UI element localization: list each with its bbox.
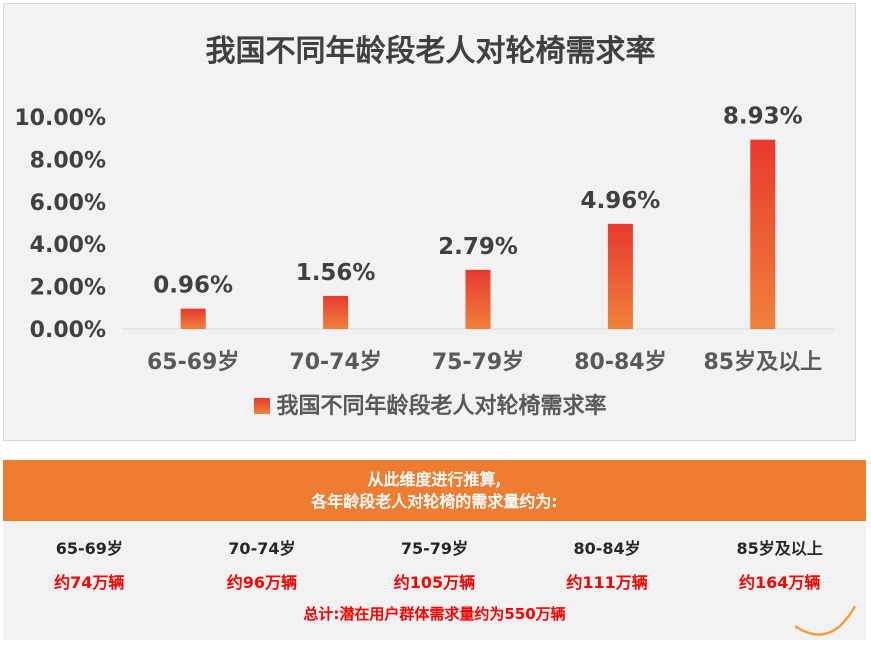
estimate-count: 约111万辆 [566, 573, 648, 592]
chart-title: 我国不同年龄段老人对轮椅需求率 [205, 34, 656, 69]
estimate-age: 80-84岁 [573, 539, 641, 558]
data-label: 1.56% [296, 260, 376, 286]
y-tick-label: 4.00% [30, 233, 106, 258]
estimate-age: 70-74岁 [228, 539, 296, 558]
estimate-total: 总计:潜在用户群体需求量约为550万辆 [303, 605, 566, 623]
estimate-header-line2: 各年龄段老人对轮椅的需求量约为: [311, 491, 558, 511]
y-tick-label: 6.00% [30, 191, 106, 216]
bar-chart: 0.00% 2.00% 4.00% 6.00% 8.00% 10.00% 0.96% 65-6… [14, 104, 834, 375]
estimate-count: 约74万辆 [54, 573, 125, 592]
y-tick-label: 2.00% [30, 276, 106, 301]
estimate-count: 约164万辆 [738, 573, 821, 592]
estimate-age: 65-69岁 [55, 539, 123, 558]
estimate-header-line1: 从此维度进行推算, [367, 469, 502, 489]
estimate-age-row: 65-69岁 70-74岁 75-79岁 80-84岁 85岁及以上 [3, 535, 866, 565]
chart-legend: 我国不同年龄段老人对轮椅需求率 [4, 388, 857, 420]
chart-panel: 我国不同年龄段老人对轮椅需求率 0.00% 2.00% 4.00% 6.00% 8.00… [3, 3, 856, 441]
bar [750, 139, 776, 329]
estimate-count: 约96万辆 [226, 573, 298, 592]
estimate-header: 从此维度进行推算, 各年龄段老人对轮椅的需求量约为: [3, 460, 866, 521]
bar [465, 269, 491, 329]
y-tick-label: 8.00% [30, 148, 106, 173]
bar [607, 223, 633, 329]
x-tick-label: 65-69岁 [147, 349, 239, 375]
data-label: 0.96% [153, 273, 233, 299]
x-tick-label: 85岁及以上 [703, 349, 822, 375]
decorative-swoosh-icon [794, 605, 857, 636]
y-tick-label: 10.00% [14, 106, 106, 131]
bar [323, 295, 349, 329]
legend-label: 我国不同年龄段老人对轮椅需求率 [276, 394, 607, 419]
x-tick-label: 80-84岁 [574, 349, 666, 375]
x-tick-label: 75-79岁 [432, 349, 524, 375]
estimate-age: 75-79岁 [400, 539, 469, 558]
bar [180, 308, 206, 329]
y-tick-label: 0.00% [30, 318, 106, 343]
data-label: 8.93% [723, 104, 803, 130]
estimate-count: 约105万辆 [393, 573, 476, 592]
legend-swatch [254, 398, 271, 414]
estimate-age: 85岁及以上 [736, 539, 823, 558]
x-tick-label: 70-74岁 [289, 349, 381, 375]
data-label: 4.96% [581, 188, 661, 214]
data-label: 2.79% [438, 234, 518, 260]
estimate-panel: 从此维度进行推算, 各年龄段老人对轮椅的需求量约为: 65-69岁 70-74岁… [3, 460, 866, 640]
estimate-count-row: 约74万辆 约96万辆 约105万辆 约111万辆 约164万辆 [3, 569, 866, 599]
